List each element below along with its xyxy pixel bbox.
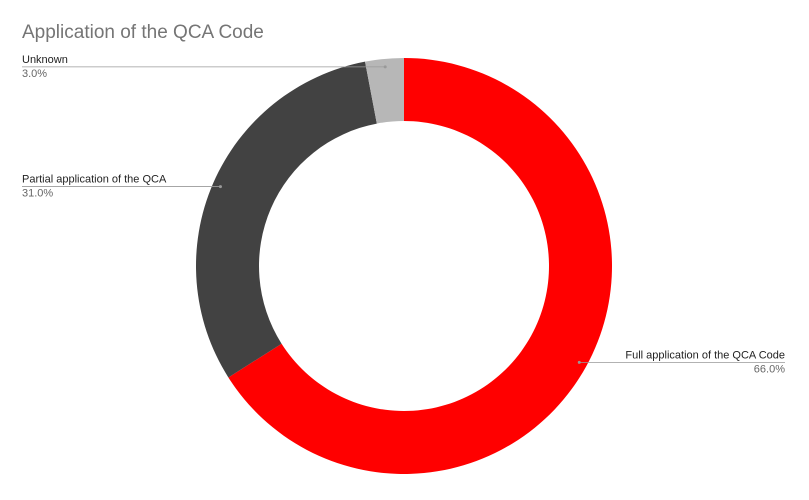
value-label: 66.0% xyxy=(754,363,785,375)
chart-title: Application of the QCA Code xyxy=(22,22,264,43)
slice xyxy=(228,58,612,475)
value-label: 31.0% xyxy=(22,187,53,199)
slice-label: Unknown xyxy=(22,54,68,66)
slice-label: Full application of the QCA Code xyxy=(625,349,785,361)
slice xyxy=(365,58,404,124)
slice xyxy=(195,61,377,378)
leader-dot xyxy=(383,65,387,69)
value-label: 3.0% xyxy=(22,68,47,80)
leader-dot xyxy=(218,185,222,189)
leader-dot xyxy=(577,360,581,364)
slice-label: Partial application of the QCA xyxy=(22,173,167,185)
